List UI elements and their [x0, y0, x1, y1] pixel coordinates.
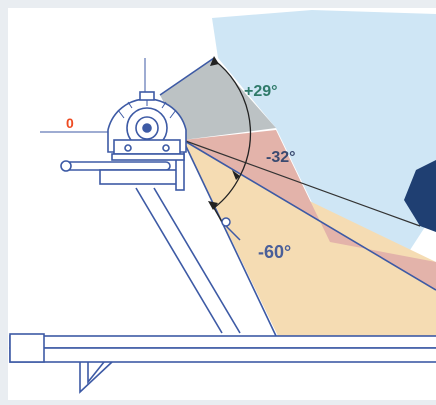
sky-region	[212, 10, 436, 250]
zone-mid	[183, 130, 436, 290]
angle-arcs	[213, 59, 252, 223]
angle-label-minus32: -32°	[266, 149, 296, 166]
zero-label: 0	[66, 115, 74, 131]
zone-low	[183, 140, 436, 336]
zone-up	[160, 58, 276, 140]
dark-object	[404, 160, 436, 232]
boundary-lines	[159, 57, 436, 337]
angle-label-minus60: -60°	[258, 242, 291, 262]
arrowheads	[208, 56, 240, 210]
rotary-head	[107, 91, 187, 161]
sight-line	[182, 139, 421, 227]
base-structure	[9, 187, 436, 394]
probe	[221, 217, 241, 241]
mount-arm	[60, 149, 185, 191]
angle-label-plus29: +29°	[244, 83, 278, 100]
